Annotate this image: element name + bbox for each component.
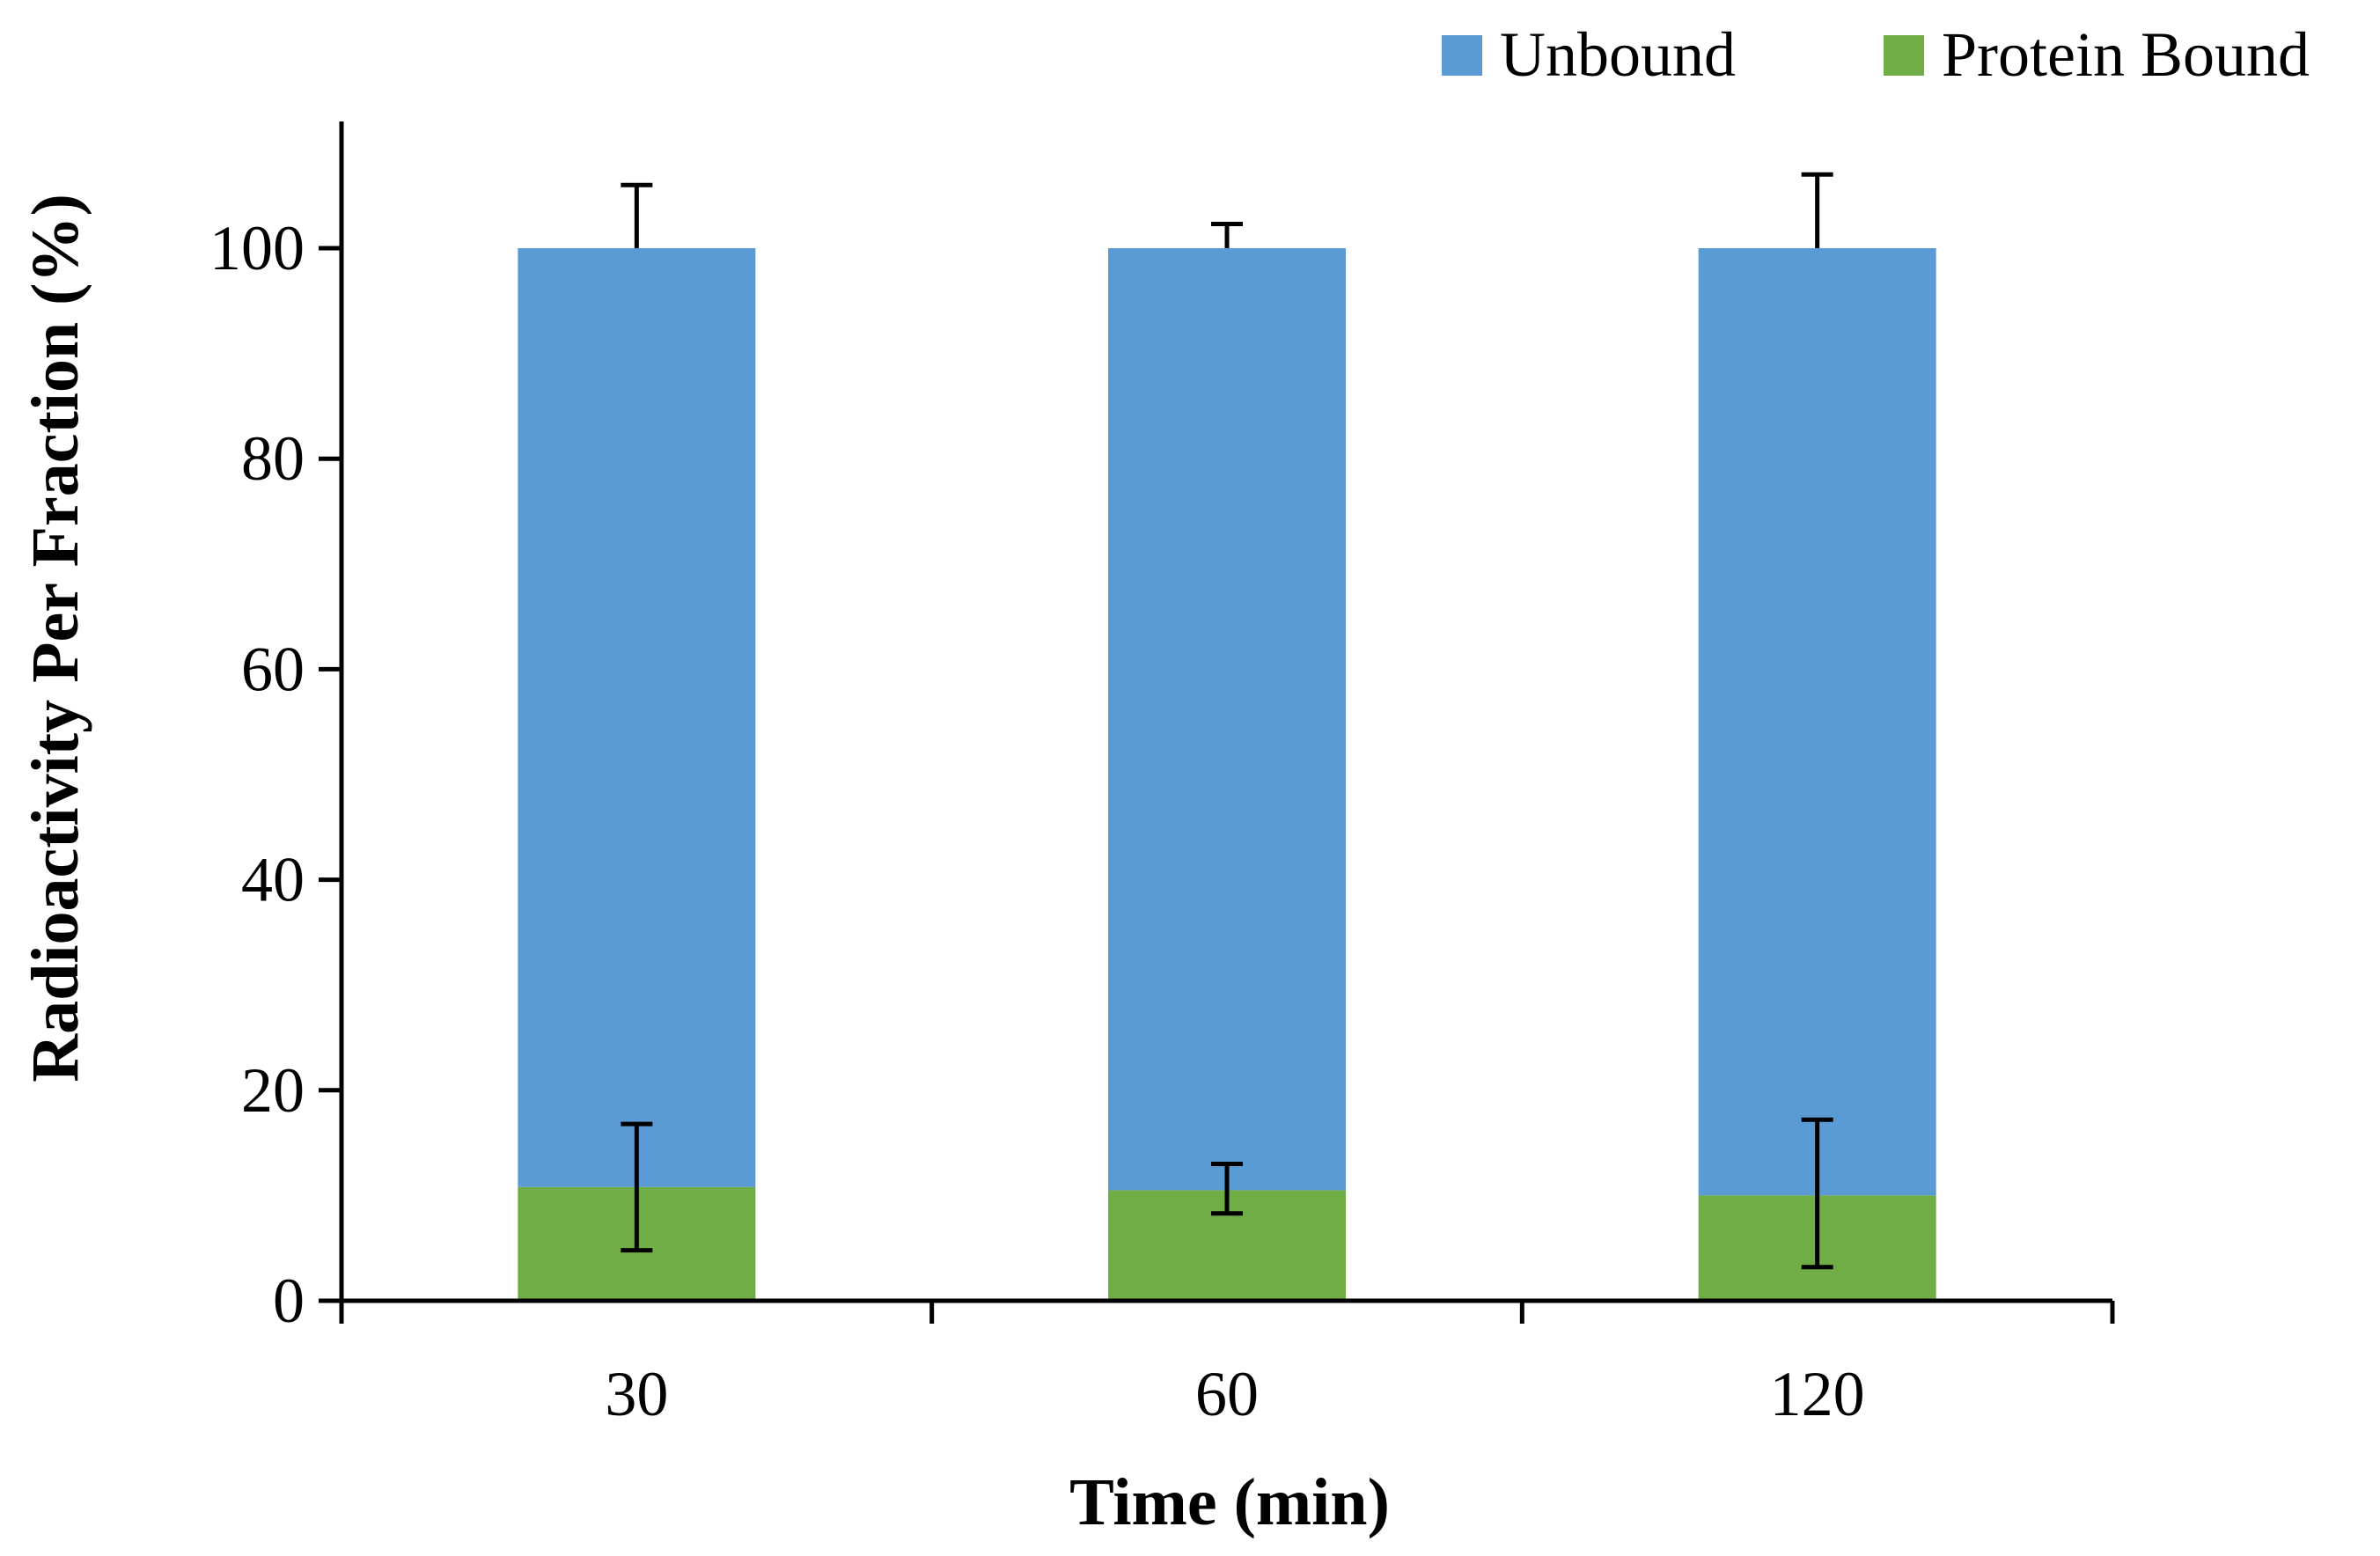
error-bar-protein-bound-120 <box>1801 1117 1833 1270</box>
legend-swatch-protein-bound <box>1884 35 1924 76</box>
y-tick-label-20: 20 <box>241 1055 305 1126</box>
legend-swatch-unbound <box>1442 35 1482 76</box>
y-tick-label-40: 40 <box>241 845 305 915</box>
error-bar-protein-bound-60 <box>1211 1162 1243 1216</box>
x-tick-label-30: 30 <box>605 1359 668 1429</box>
y-tick-label-100: 100 <box>209 213 305 283</box>
x-tick-label-60: 60 <box>1195 1359 1259 1429</box>
error-bars-layer <box>621 172 1833 1270</box>
error-bar-unbound-120 <box>1801 172 1833 248</box>
axes-layer <box>319 121 2112 1303</box>
error-bar-unbound-30 <box>621 182 653 248</box>
x-ticks-layer: 30 60 120 <box>339 1301 2115 1429</box>
error-bar-protein-bound-30 <box>621 1121 653 1253</box>
bar-unbound-30 <box>518 248 756 1187</box>
legend-label-unbound: Unbound <box>1500 19 1736 90</box>
y-axis-title: Radioactivity Per Fraction (%) <box>18 194 92 1083</box>
bar-unbound-60 <box>1108 248 1346 1191</box>
y-tick-label-80: 80 <box>241 423 305 494</box>
bars-layer <box>518 248 1936 1301</box>
y-tick-label-0: 0 <box>273 1266 305 1336</box>
error-bar-unbound-60 <box>1211 221 1243 248</box>
bar-unbound-120 <box>1698 248 1936 1196</box>
y-tick-label-60: 60 <box>241 634 305 704</box>
legend-label-protein-bound: Protein Bound <box>1942 19 2310 90</box>
x-axis-title: Time (min) <box>1069 1465 1390 1539</box>
y-ticks-layer: 0 20 40 60 80 100 <box>209 213 342 1336</box>
legend: Unbound Protein Bound <box>1442 19 2310 90</box>
x-tick-label-120: 120 <box>1770 1359 1865 1429</box>
